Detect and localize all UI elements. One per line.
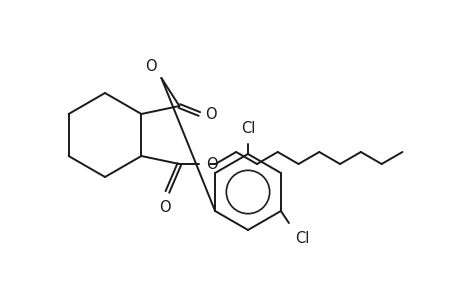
Text: O: O <box>159 200 171 215</box>
Text: Cl: Cl <box>241 121 255 136</box>
Text: O: O <box>205 106 217 122</box>
Text: O: O <box>145 59 156 74</box>
Text: Cl: Cl <box>294 231 308 246</box>
Text: O: O <box>206 157 218 172</box>
